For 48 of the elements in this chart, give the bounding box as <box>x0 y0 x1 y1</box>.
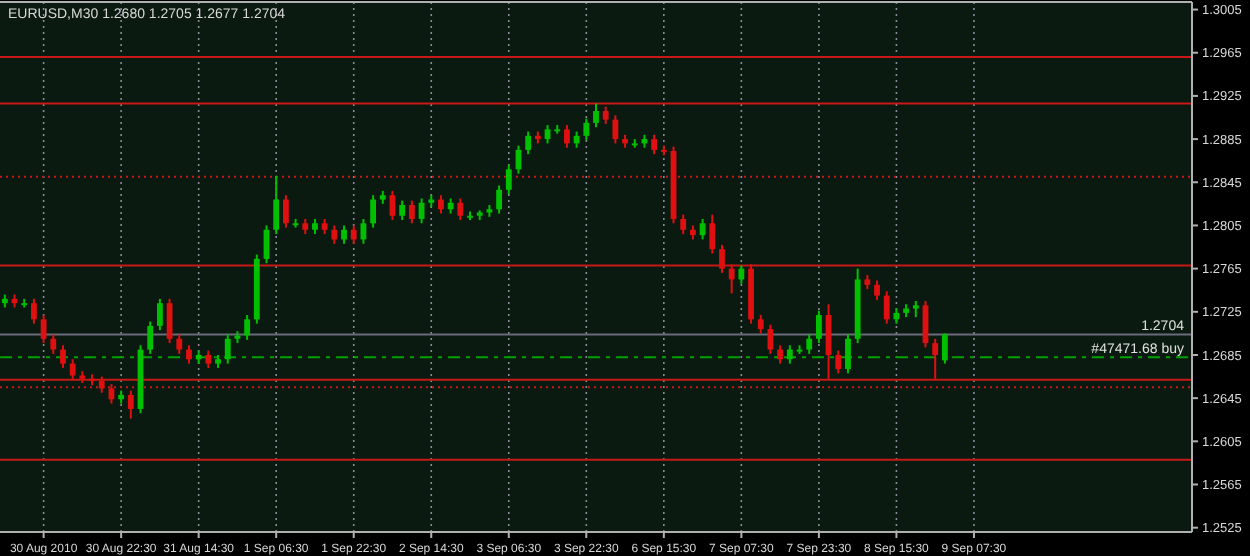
candlestick <box>525 130 532 156</box>
candlestick <box>612 114 619 145</box>
candlestick <box>757 314 764 335</box>
candlestick <box>719 243 725 274</box>
candlestick <box>457 197 464 222</box>
candlestick <box>273 174 280 236</box>
candlestick <box>593 102 599 129</box>
candlestick <box>564 124 570 149</box>
candlestick <box>127 389 134 420</box>
candlestick <box>224 333 231 365</box>
candlestick <box>738 264 745 285</box>
candlestick <box>786 344 793 365</box>
candlestick <box>408 199 415 225</box>
candlestick <box>166 297 173 345</box>
candlestick <box>147 320 154 355</box>
candlestick <box>777 344 784 365</box>
candlestick <box>709 213 716 255</box>
candlestick <box>370 194 377 229</box>
candlestick <box>505 163 512 196</box>
candlestick <box>331 224 338 245</box>
candlestick <box>806 333 813 355</box>
candlestick <box>350 224 357 245</box>
candlestick <box>932 337 939 380</box>
candlestick <box>399 199 406 222</box>
candlestick <box>941 332 948 365</box>
candlestick <box>69 358 76 381</box>
candlestick <box>50 333 57 355</box>
candlestick <box>728 263 735 295</box>
candlestick <box>186 344 192 365</box>
candlestick <box>176 333 183 355</box>
candlestick <box>341 224 347 245</box>
candlestick <box>651 133 658 156</box>
candlestick <box>60 344 66 369</box>
candlestick <box>438 194 444 215</box>
candlestick <box>157 297 163 332</box>
candlestick <box>883 290 890 325</box>
candlestick <box>31 297 37 325</box>
candlestick <box>874 279 880 301</box>
candlestick <box>815 309 822 345</box>
candlestick <box>496 184 502 215</box>
candlestick <box>835 349 842 375</box>
candlestick <box>282 194 289 229</box>
candlestick <box>680 213 687 236</box>
candlestick <box>583 117 590 142</box>
candlestick <box>244 314 251 341</box>
candlestick <box>845 333 851 375</box>
candlestick <box>40 314 47 345</box>
candlestick <box>699 217 706 241</box>
